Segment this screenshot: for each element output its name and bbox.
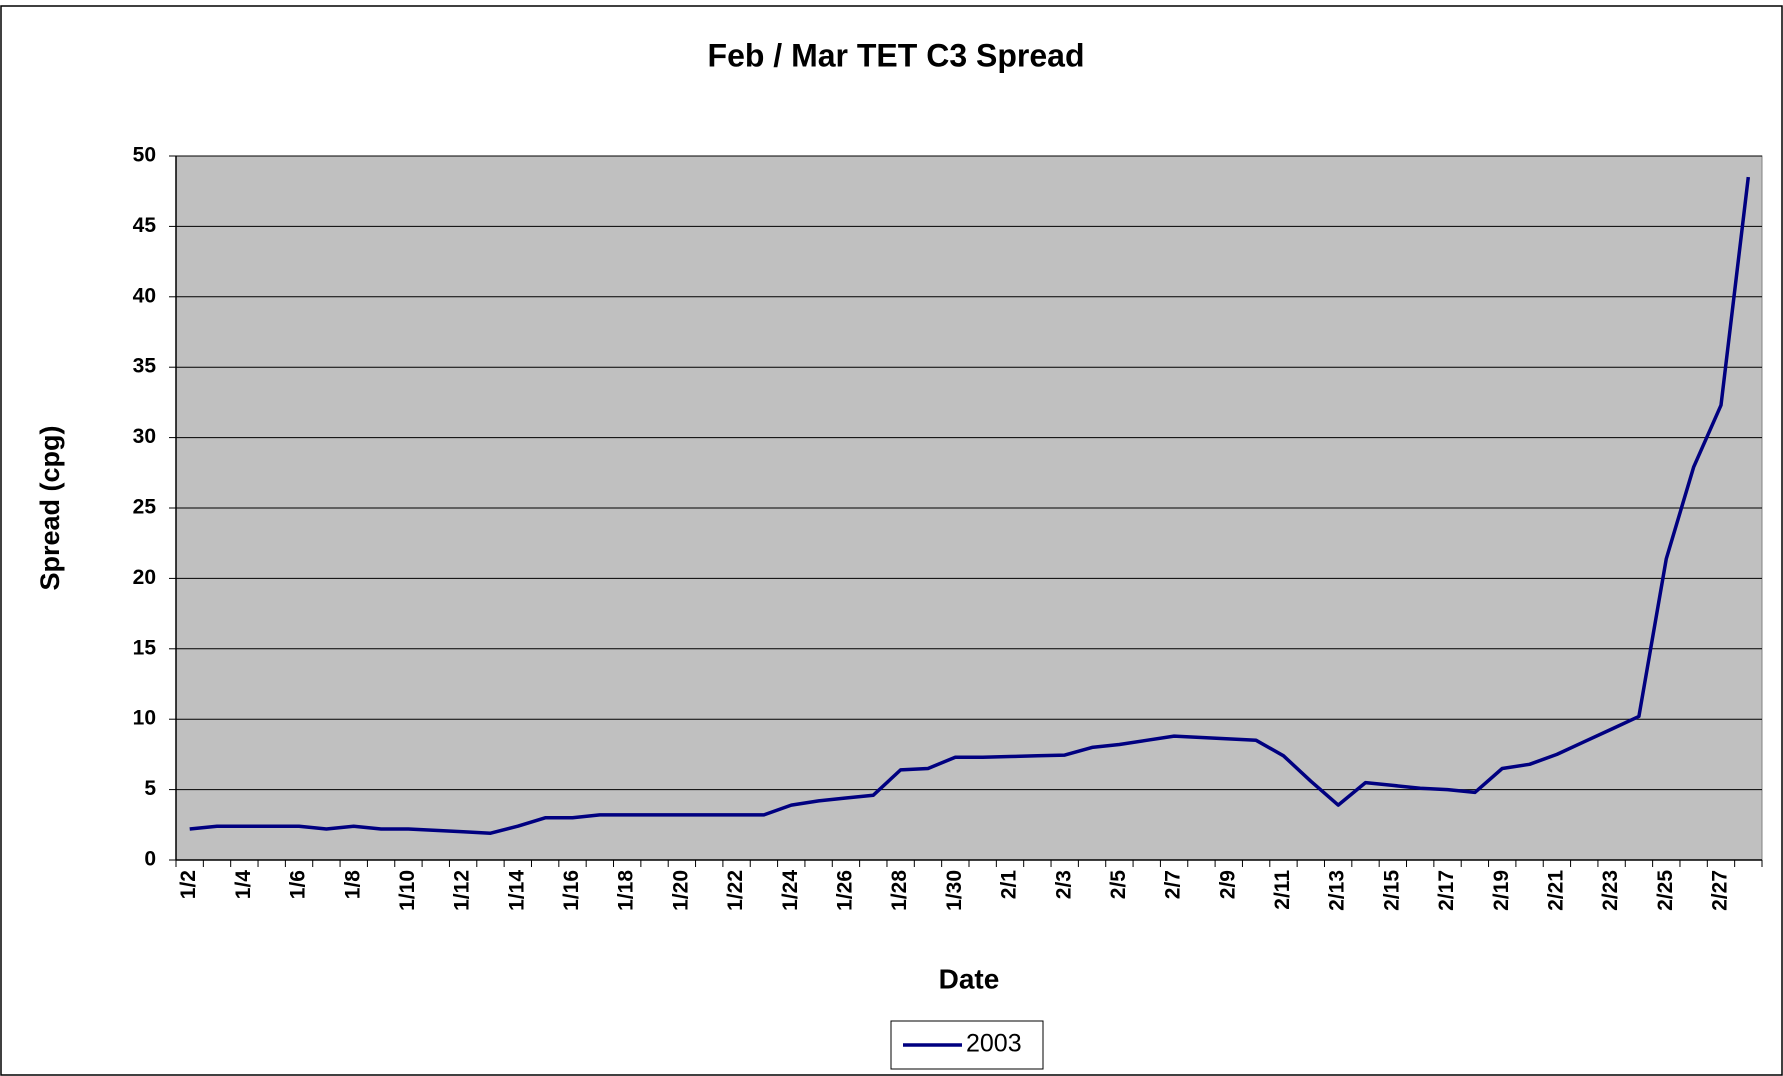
x-tick-label: 1/10	[396, 870, 419, 911]
x-tick-label: 1/22	[724, 870, 747, 911]
y-tick-label: 25	[133, 496, 157, 519]
x-tick-label: 2/5	[1107, 870, 1130, 900]
x-tick-label: 2/7	[1162, 870, 1185, 899]
y-tick-label: 15	[133, 636, 157, 659]
y-tick-label: 40	[133, 284, 156, 307]
y-tick-label: 5	[144, 777, 156, 800]
x-tick-label: 1/24	[779, 870, 802, 911]
legend-label: 2003	[966, 1030, 1022, 1058]
x-tick-label: 1/12	[451, 870, 474, 911]
x-tick-label: 2/15	[1380, 870, 1403, 911]
y-tick-label: 30	[133, 425, 156, 448]
x-tick-label: 2/21	[1544, 870, 1567, 911]
x-tick-label: 1/30	[943, 870, 966, 911]
x-tick-label: 2/23	[1599, 870, 1622, 911]
y-tick-label: 0	[144, 848, 156, 871]
x-tick-label: 1/14	[505, 870, 528, 911]
x-tick-label: 1/2	[177, 870, 200, 899]
line-series	[189, 176, 1751, 835]
x-tick-label: 1/4	[232, 870, 255, 900]
x-tick-label: 1/18	[615, 870, 638, 911]
x-tick-label: 2/9	[1216, 870, 1239, 899]
x-tick-label: 2/27	[1709, 870, 1732, 911]
x-tick-label: 1/26	[833, 870, 856, 911]
x-axis-label: Date	[939, 963, 1000, 994]
x-tick-label: 2/11	[1271, 870, 1294, 910]
x-tick-label: 1/8	[341, 870, 364, 900]
x-tick-label: 2/17	[1435, 870, 1458, 911]
chart-title: Feb / Mar TET C3 Spread	[708, 37, 1085, 73]
x-tick-label: 1/6	[287, 870, 310, 899]
x-tick-label: 2/3	[1052, 870, 1075, 899]
y-tick-label: 45	[133, 214, 157, 237]
x-tick-label: 2/25	[1654, 870, 1677, 911]
y-tick-label: 20	[133, 566, 156, 589]
x-tick-label: 2/1	[998, 870, 1021, 900]
y-tick-label: 50	[133, 144, 156, 167]
y-tick-label: 10	[133, 707, 156, 730]
x-tick-label: 2/19	[1490, 870, 1513, 911]
x-tick-label: 2/13	[1326, 870, 1349, 911]
y-tick-label: 35	[133, 355, 157, 378]
x-tick-label: 1/20	[669, 870, 692, 911]
x-tick-label: 1/28	[888, 870, 911, 911]
y-axis-label: Spread (cpg)	[35, 425, 65, 590]
x-tick-label: 1/16	[560, 870, 583, 911]
